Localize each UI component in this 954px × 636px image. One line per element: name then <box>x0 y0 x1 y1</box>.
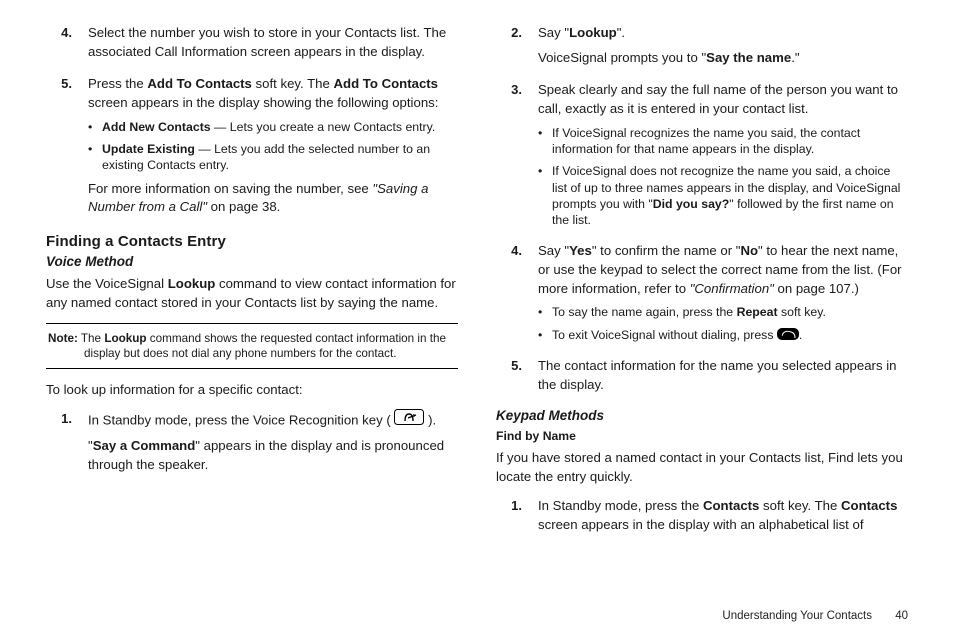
sub-bullet: • Update Existing — Lets you add the sel… <box>88 141 458 173</box>
list-item: 3. Speak clearly and say the full name o… <box>496 81 908 234</box>
body-text: For more information on saving the numbe… <box>88 180 458 217</box>
body-text: "Say a Command" appears in the display a… <box>88 437 458 474</box>
list-item: 2. Say "Lookup". VoiceSignal prompts you… <box>496 24 908 73</box>
page-footer: Understanding Your Contacts 40 <box>722 610 908 622</box>
body-text: In Standby mode, press the Contacts soft… <box>538 497 908 534</box>
list-item: 4. Select the number you wish to store i… <box>46 24 458 67</box>
list-item: 4. Say "Yes" to confirm the name or "No"… <box>496 242 908 349</box>
list-number: 2. <box>496 24 538 73</box>
list-item: 5. The contact information for the name … <box>496 357 908 400</box>
note-box: Note: The Lookup command shows the reque… <box>46 323 458 369</box>
body-text: VoiceSignal prompts you to "Say the name… <box>538 49 908 68</box>
body-text: To look up information for a specific co… <box>46 381 458 400</box>
body-text: Use the VoiceSignal Lookup command to vi… <box>46 275 458 312</box>
body-text: Select the number you wish to store in y… <box>88 24 458 61</box>
subheading-find-by-name: Find by Name <box>496 429 908 443</box>
page-body: 4. Select the number you wish to store i… <box>0 0 954 636</box>
voice-recognition-key-icon <box>394 409 424 431</box>
body-text: If you have stored a named contact in yo… <box>496 449 908 486</box>
subheading-voice-method: Voice Method <box>46 254 458 269</box>
section-title: Understanding Your Contacts <box>722 610 872 622</box>
body-text: In Standby mode, press the Voice Recogni… <box>88 410 458 432</box>
list-number: 5. <box>46 75 88 223</box>
body-text: Speak clearly and say the full name of t… <box>538 81 908 118</box>
sub-bullet: • If VoiceSignal recognizes the name you… <box>538 125 908 157</box>
list-number: 4. <box>46 24 88 67</box>
body-text: The contact information for the name you… <box>538 357 908 394</box>
list-number: 4. <box>496 242 538 349</box>
end-call-key-icon <box>777 328 799 340</box>
list-number: 5. <box>496 357 538 400</box>
right-column: 2. Say "Lookup". VoiceSignal prompts you… <box>496 24 908 624</box>
list-item: 5. Press the Add To Contacts soft key. T… <box>46 75 458 223</box>
heading-finding-contacts: Finding a Contacts Entry <box>46 233 458 250</box>
sub-bullet: • To say the name again, press the Repea… <box>538 304 908 320</box>
list-number: 1. <box>496 497 538 540</box>
sub-bullet: • To exit VoiceSignal without dialing, p… <box>538 327 908 343</box>
sub-bullet: • Add New Contacts — Lets you create a n… <box>88 119 458 135</box>
left-column: 4. Select the number you wish to store i… <box>46 24 458 624</box>
body-text: Say "Yes" to confirm the name or "No" to… <box>538 242 908 298</box>
list-item: 1. In Standby mode, press the Voice Reco… <box>46 410 458 481</box>
page-number: 40 <box>895 610 908 622</box>
body-text: Press the Add To Contacts soft key. The … <box>88 75 458 112</box>
list-item: 1. In Standby mode, press the Contacts s… <box>496 497 908 540</box>
sub-bullet: • If VoiceSignal does not recognize the … <box>538 163 908 228</box>
list-number: 3. <box>496 81 538 234</box>
subheading-keypad-methods: Keypad Methods <box>496 408 908 423</box>
list-number: 1. <box>46 410 88 481</box>
body-text: Say "Lookup". <box>538 24 908 43</box>
